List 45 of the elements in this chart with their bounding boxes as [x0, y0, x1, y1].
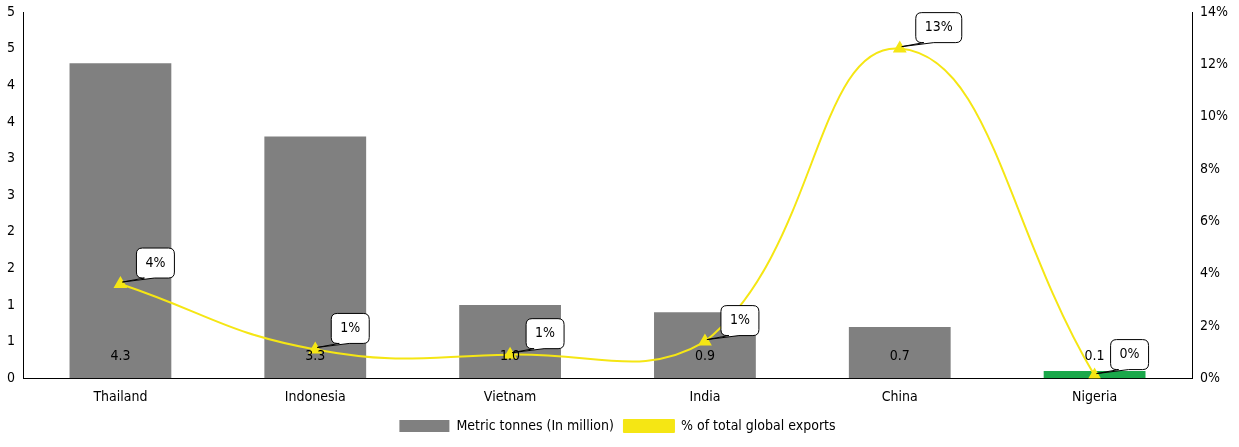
point: [1088, 368, 1101, 379]
x-tick-label: China: [881, 388, 918, 405]
data-label: 0%: [1119, 345, 1140, 362]
legend-label: Metric tonnes (In million): [456, 416, 614, 433]
y2-tick-label: 8%: [1200, 159, 1221, 176]
y-tick-label: 4: [7, 75, 16, 92]
bar: [69, 63, 172, 379]
y-tick-label: 3: [7, 185, 16, 202]
y2-tick-label: 4%: [1200, 264, 1221, 281]
x-tick-label: Thailand: [92, 388, 148, 405]
y2-tick-label: 14%: [1200, 2, 1229, 19]
point: [698, 334, 712, 346]
data-label: 13%: [924, 18, 953, 35]
bar: [264, 136, 367, 379]
y2-tick-label: 6%: [1200, 211, 1221, 228]
data-label: 1.0: [500, 346, 521, 363]
point: [893, 41, 906, 53]
y-tick-label: 2: [7, 222, 16, 239]
y-tick-label: 4: [7, 112, 16, 129]
y-tick-label: 2: [7, 258, 16, 275]
legend-label: % of total global exports: [680, 416, 836, 433]
data-label: 4.3: [110, 346, 131, 363]
data-label: 0.7: [889, 346, 910, 363]
x-tick-label: India: [689, 388, 721, 405]
y-tick-label: 0: [7, 368, 16, 385]
data-label: 0.9: [694, 346, 715, 363]
x-tick-label: Indonesia: [284, 388, 346, 405]
y-tick-label: 5: [7, 39, 16, 56]
x-tick-label: Nigeria: [1072, 388, 1118, 405]
bar: [848, 326, 951, 379]
y-tick-label: 5: [7, 2, 16, 19]
y-tick-label: 1: [7, 295, 16, 312]
y2-tick-label: 10%: [1200, 107, 1229, 124]
y2-tick-label: 2%: [1200, 316, 1221, 333]
point: [114, 277, 127, 289]
x-tick-label: Vietnam: [483, 388, 537, 405]
y2-tick-label: 12%: [1200, 54, 1229, 71]
y-tick-label: 3: [7, 149, 16, 166]
data-label: 1%: [729, 311, 750, 328]
y-tick-label: 1: [7, 332, 16, 349]
data-label: 4%: [145, 253, 166, 270]
data-label: 1%: [340, 319, 361, 336]
data-label: 0.1: [1084, 346, 1105, 363]
y2-tick-label: 0%: [1200, 368, 1221, 385]
data-label: 1%: [535, 324, 556, 341]
